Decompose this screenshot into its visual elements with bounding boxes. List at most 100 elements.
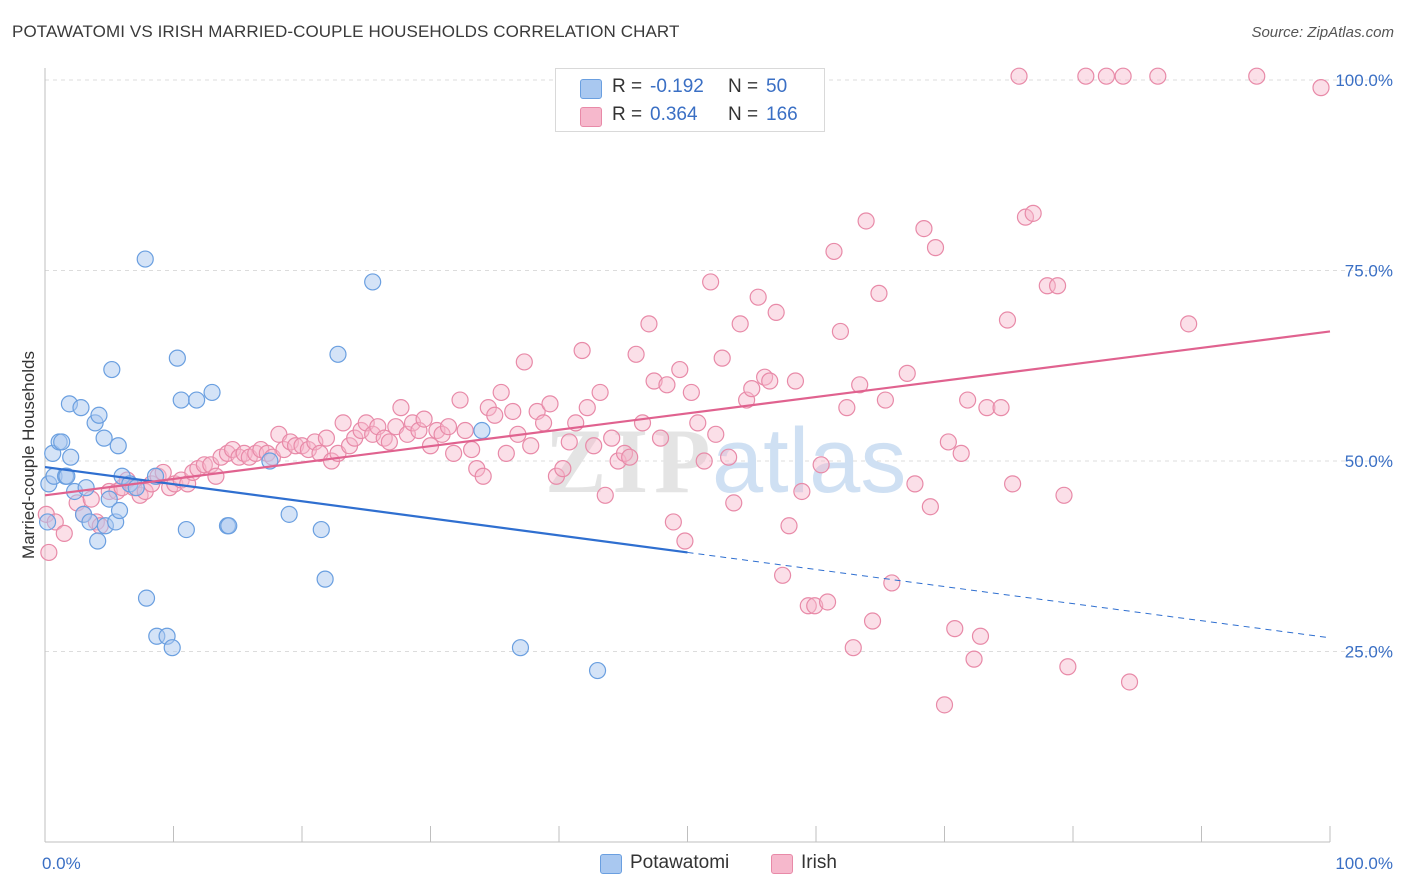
watermark-atlas: atlas xyxy=(712,410,906,512)
x-tick-label: 0.0% xyxy=(42,854,81,873)
potawatomi-point xyxy=(53,433,71,451)
potawatomi-swatch xyxy=(580,79,602,99)
y-tick-label: 25.0% xyxy=(1345,643,1393,662)
irish-point xyxy=(695,452,713,470)
irish-point xyxy=(876,391,894,409)
irish-point xyxy=(838,399,856,417)
r-label: R = xyxy=(612,104,643,125)
potawatomi-point xyxy=(312,520,330,539)
irish-point xyxy=(1055,486,1073,504)
potawatomi-point xyxy=(364,273,382,291)
irish-point xyxy=(445,444,463,462)
irish-point xyxy=(857,212,875,230)
legend-row-irish: R = 0.364 N = 166 xyxy=(556,101,824,131)
irish-point xyxy=(1004,475,1022,493)
legend-label: Potawatomi xyxy=(630,852,730,873)
potawatomi-point xyxy=(89,532,107,550)
irish-swatch xyxy=(771,854,793,874)
potawatomi-point xyxy=(203,383,221,402)
irish-point xyxy=(286,437,305,455)
irish-point xyxy=(463,440,481,459)
irish-point xyxy=(317,429,336,447)
y-tick-label: 75.0% xyxy=(1345,262,1393,281)
irish-point xyxy=(560,433,578,451)
irish-point xyxy=(883,574,901,592)
potawatomi-points xyxy=(38,250,607,680)
irish-point xyxy=(767,303,785,322)
irish-point xyxy=(1149,67,1167,85)
irish-point xyxy=(825,242,843,261)
irish-point xyxy=(773,566,792,584)
irish-point xyxy=(585,437,603,455)
irish-point xyxy=(578,399,596,417)
irish-points xyxy=(37,67,1330,714)
potawatomi-point xyxy=(329,345,347,363)
irish-point xyxy=(806,597,824,615)
irish-point xyxy=(515,353,533,371)
r-value: 0.364 xyxy=(650,104,698,125)
irish-point xyxy=(1059,658,1077,676)
y-tick-label: 50.0% xyxy=(1345,452,1393,471)
irish-point xyxy=(1120,673,1139,691)
potawatomi-point xyxy=(90,406,108,424)
x-tick-label: 100.0% xyxy=(1335,854,1393,873)
n-label: N = xyxy=(728,76,759,97)
irish-point xyxy=(541,395,559,413)
potawatomi-point xyxy=(473,421,491,440)
potawatomi-point xyxy=(588,661,607,680)
potawatomi-point xyxy=(110,501,129,520)
irish-point xyxy=(720,448,738,466)
n-label: N = xyxy=(728,104,759,125)
irish-point xyxy=(725,494,743,512)
irish-point xyxy=(671,360,689,379)
irish-point xyxy=(640,315,658,333)
y-tick-label: 100.0% xyxy=(1335,71,1393,90)
irish-point xyxy=(935,696,954,714)
irish-trend-line xyxy=(44,330,1331,497)
potawatomi-point xyxy=(280,505,298,523)
irish-point xyxy=(851,376,869,394)
potawatomi-point xyxy=(58,467,76,485)
irish-point xyxy=(965,650,983,668)
irish-point xyxy=(497,444,515,462)
irish-point xyxy=(713,349,731,367)
irish-point xyxy=(731,315,749,333)
series-legend: Potawatomi Irish xyxy=(0,852,1406,878)
r-label: R = xyxy=(612,76,643,97)
irish-point xyxy=(915,219,933,238)
potawatomi-point xyxy=(316,570,334,588)
irish-point xyxy=(621,448,639,466)
potawatomi-point xyxy=(95,429,113,447)
irish-point xyxy=(971,627,990,645)
irish-point xyxy=(456,421,474,440)
potawatomi-point xyxy=(72,399,90,417)
irish-point xyxy=(554,460,572,478)
irish-point xyxy=(596,486,614,504)
irish-point xyxy=(818,593,837,611)
irish-point xyxy=(831,322,850,341)
irish-point xyxy=(1312,79,1330,97)
irish-point xyxy=(689,414,707,432)
irish-point xyxy=(603,429,621,447)
irish-point xyxy=(55,524,73,542)
irish-point xyxy=(898,364,916,382)
chart-title: POTAWATOMI VS IRISH MARRIED-COUPLE HOUSE… xyxy=(12,22,680,41)
potawatomi-point xyxy=(137,589,156,607)
irish-point xyxy=(334,414,352,432)
irish-point xyxy=(682,383,700,402)
irish-point xyxy=(786,372,805,390)
legend-label: Irish xyxy=(801,852,837,873)
n-value: 166 xyxy=(766,104,798,125)
irish-point xyxy=(439,418,458,436)
irish-point xyxy=(946,620,964,638)
potawatomi-point xyxy=(136,250,154,268)
irish-point xyxy=(780,517,798,535)
irish-point xyxy=(978,399,996,417)
n-value: 50 xyxy=(766,76,788,97)
irish-point xyxy=(743,380,761,398)
potawatomi-point xyxy=(163,639,181,657)
potawatomi-point xyxy=(177,520,195,539)
potawatomi-point xyxy=(77,479,95,497)
irish-point xyxy=(992,399,1010,417)
irish-point xyxy=(676,532,694,550)
